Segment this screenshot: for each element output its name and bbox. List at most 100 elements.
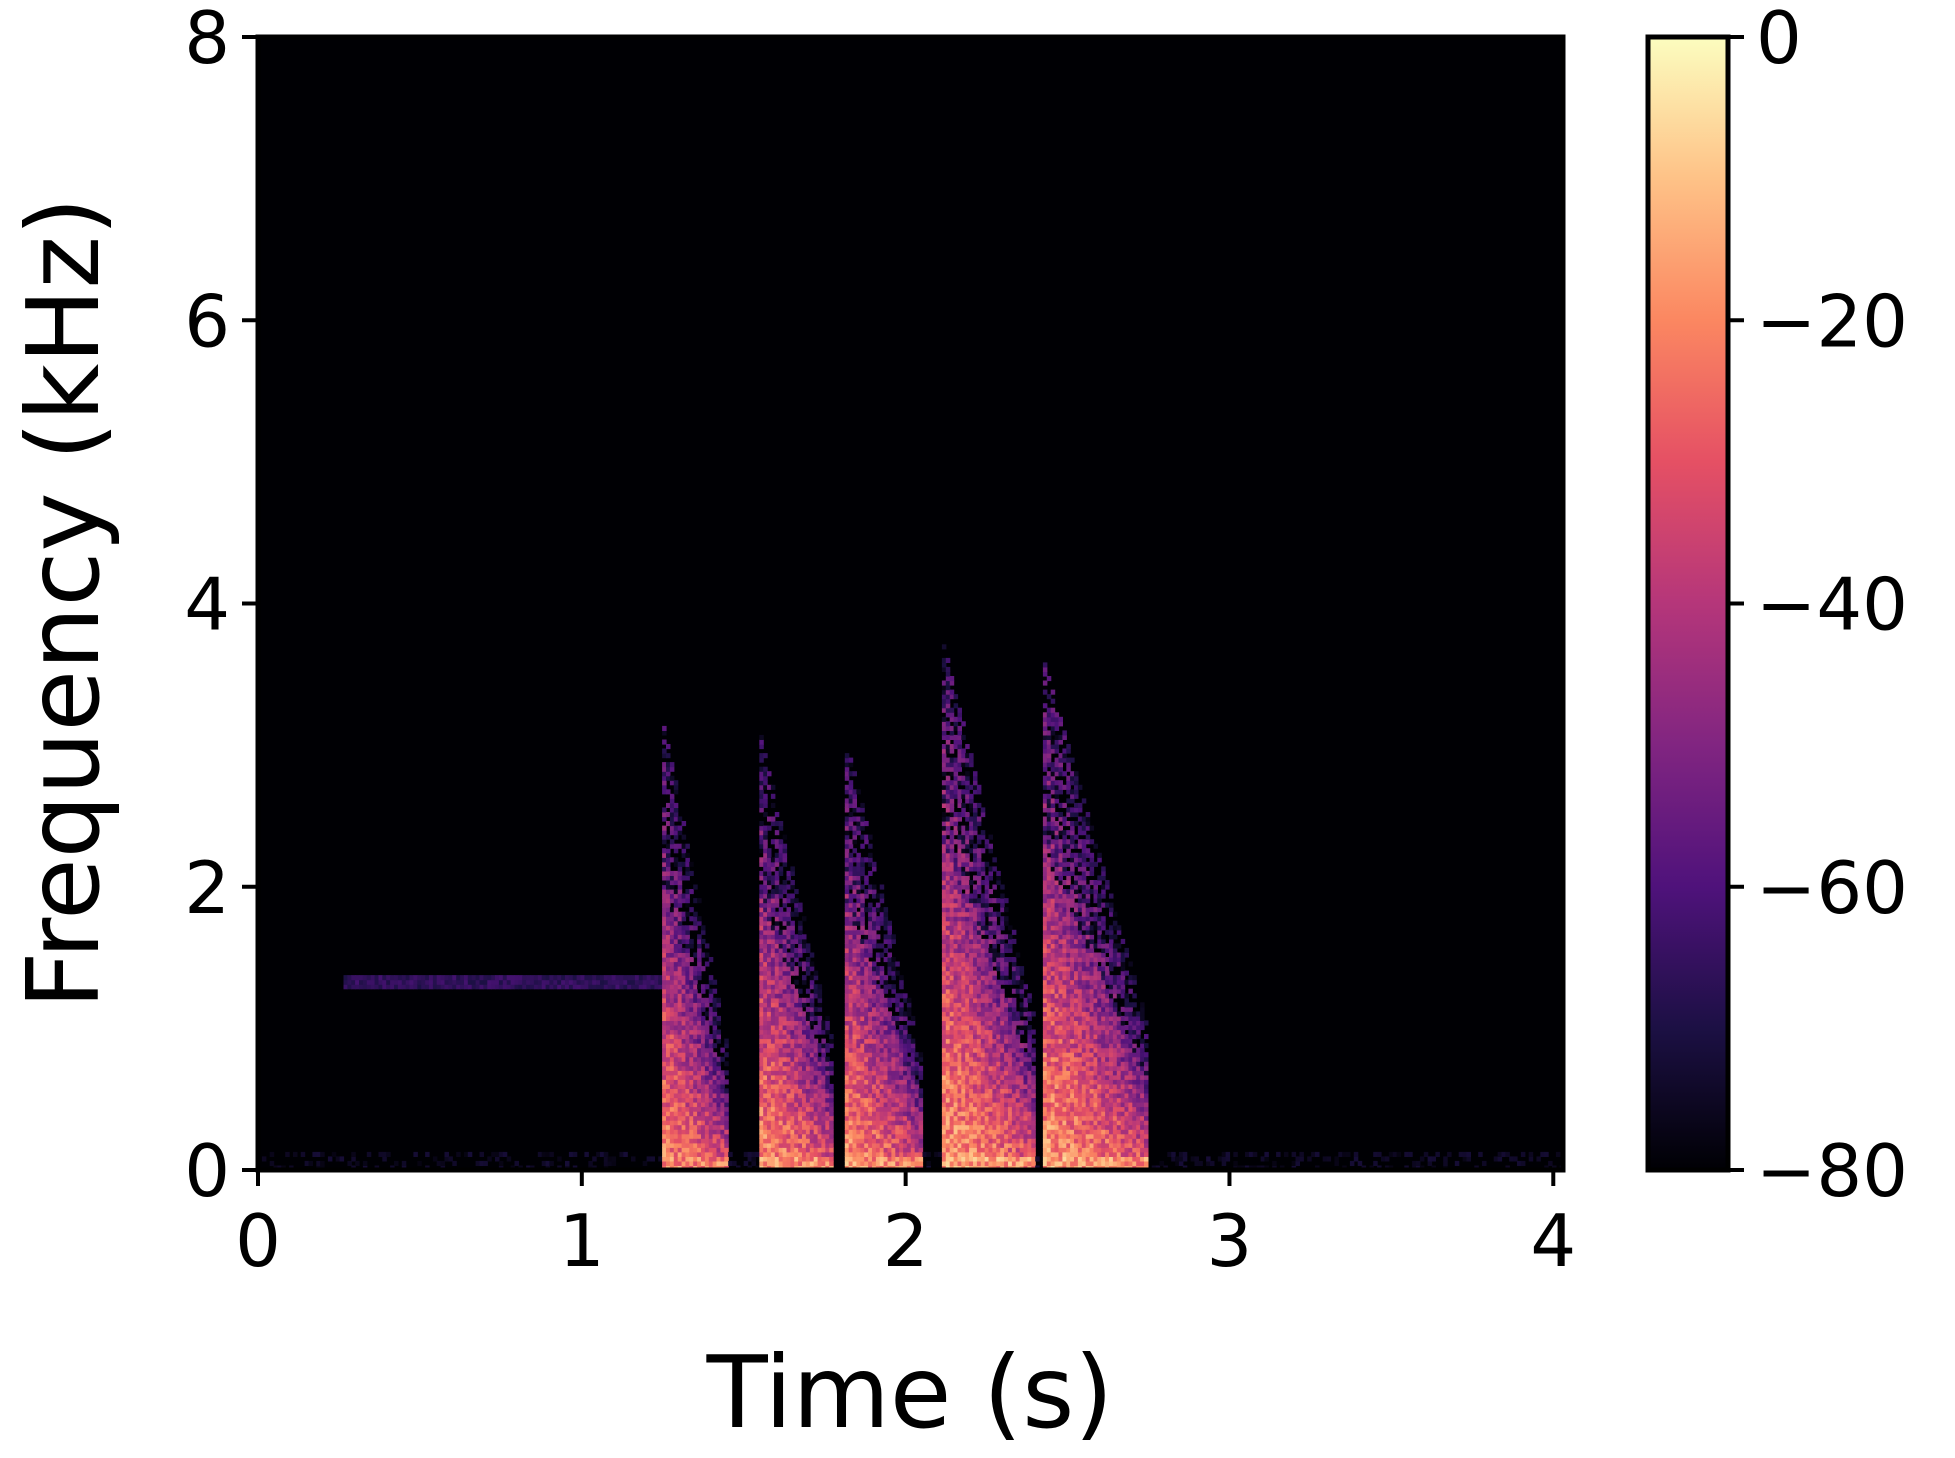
heatmap-cell xyxy=(852,1151,857,1157)
heatmap-cell xyxy=(945,920,951,926)
heatmap-cell xyxy=(662,961,667,967)
heatmap-cell xyxy=(813,1079,819,1085)
heatmap-cell xyxy=(945,1052,951,1058)
heatmap-cell xyxy=(860,970,865,976)
heatmap-cell xyxy=(965,1070,970,1076)
heatmap-cell xyxy=(980,866,986,872)
heatmap-cell xyxy=(984,966,990,972)
heatmap-cell xyxy=(856,934,861,940)
heatmap-cell xyxy=(561,984,566,990)
heatmap-cell xyxy=(666,802,671,808)
heatmap-cell xyxy=(1004,1052,1009,1058)
heatmap-cell xyxy=(887,957,892,963)
heatmap-cell xyxy=(774,1124,780,1130)
heatmap-cell xyxy=(1015,1129,1021,1135)
heatmap-cell xyxy=(980,1070,986,1076)
heatmap-cell xyxy=(980,834,986,840)
heatmap-cell xyxy=(988,1043,993,1049)
heatmap-cell xyxy=(701,1015,706,1021)
heatmap-cell xyxy=(662,911,667,917)
heatmap-cell xyxy=(949,997,955,1003)
heatmap-cell xyxy=(973,812,978,818)
heatmap-cell xyxy=(852,1142,857,1148)
heatmap-cell xyxy=(386,1151,391,1157)
heatmap-cell xyxy=(864,1079,869,1085)
heatmap-cell xyxy=(961,984,966,990)
heatmap-cell xyxy=(848,952,854,958)
heatmap-cell xyxy=(689,1097,694,1103)
heatmap-cell xyxy=(763,947,768,953)
heatmap-cell xyxy=(891,1120,896,1126)
heatmap-cell xyxy=(996,1115,1001,1121)
heatmap-cell xyxy=(957,870,962,876)
heatmap-cell xyxy=(440,975,446,981)
heatmap-cell xyxy=(864,1034,869,1040)
heatmap-cell xyxy=(957,979,962,985)
heatmap-cell xyxy=(829,1102,834,1108)
heatmap-cell xyxy=(724,1043,729,1049)
heatmap-cell xyxy=(941,961,947,967)
heatmap-cell xyxy=(969,997,974,1003)
heatmap-cell xyxy=(759,1011,764,1017)
heatmap-cell xyxy=(669,802,675,808)
heatmap-cell xyxy=(491,975,496,981)
heatmap-cell xyxy=(673,938,679,944)
heatmap-cell xyxy=(790,1038,795,1044)
heatmap-cell xyxy=(716,1038,721,1044)
heatmap-cell xyxy=(1011,961,1017,967)
heatmap-cell xyxy=(770,866,776,872)
heatmap-cell xyxy=(957,1025,962,1031)
heatmap-cell xyxy=(763,1160,768,1166)
heatmap-cell xyxy=(666,902,671,908)
heatmap-cell xyxy=(957,993,962,999)
heatmap-cell xyxy=(782,929,788,935)
heatmap-cell xyxy=(809,1120,815,1126)
heatmap-cell xyxy=(794,997,799,1003)
heatmap-cell xyxy=(887,929,892,935)
heatmap-cell xyxy=(770,857,776,863)
heatmap-cell xyxy=(965,1056,970,1062)
heatmap-cell xyxy=(704,1002,710,1008)
heatmap-cell xyxy=(941,875,947,881)
heatmap-cell xyxy=(879,1079,885,1085)
heatmap-cell xyxy=(378,984,383,990)
heatmap-cell xyxy=(914,1052,920,1058)
heatmap-cell xyxy=(600,1151,605,1157)
heatmap-cell xyxy=(770,1056,776,1062)
heatmap-cell xyxy=(778,1115,784,1121)
heatmap-cell xyxy=(677,1052,683,1058)
heatmap-cell xyxy=(945,1056,951,1062)
heatmap-cell xyxy=(386,979,391,985)
heatmap-cell xyxy=(778,988,784,994)
heatmap-cell xyxy=(976,834,982,840)
heatmap-cell xyxy=(1015,1120,1021,1126)
heatmap-cell xyxy=(261,1156,267,1162)
heatmap-cell xyxy=(949,1074,955,1080)
heatmap-cell xyxy=(627,975,632,981)
heatmap-cell xyxy=(906,1070,912,1076)
heatmap-cell xyxy=(673,1102,679,1108)
heatmap-cell xyxy=(778,893,784,899)
heatmap-cell xyxy=(802,916,807,922)
heatmap-cell xyxy=(949,1106,955,1112)
heatmap-cell xyxy=(1000,1111,1005,1117)
heatmap-cell xyxy=(953,1120,959,1126)
heatmap-cell xyxy=(949,793,955,799)
heatmap-cell xyxy=(992,1061,997,1067)
heatmap-cell xyxy=(1004,1079,1009,1085)
heatmap-cell xyxy=(1011,997,1017,1003)
heatmap-cell xyxy=(949,1079,955,1085)
heatmap-cell xyxy=(872,997,877,1003)
heatmap-cell xyxy=(996,1061,1001,1067)
heatmap-cell xyxy=(704,1061,710,1067)
heatmap-cell xyxy=(868,1129,873,1135)
heatmap-cell xyxy=(868,1156,873,1162)
heatmap-cell xyxy=(697,1124,702,1130)
heatmap-cell xyxy=(992,1147,997,1153)
heatmap-cell xyxy=(794,993,799,999)
heatmap-cell xyxy=(813,1147,819,1153)
heatmap-cell xyxy=(1015,1124,1021,1130)
heatmap-cell xyxy=(685,979,690,985)
heatmap-cell xyxy=(483,984,488,990)
heatmap-cell xyxy=(976,1102,982,1108)
